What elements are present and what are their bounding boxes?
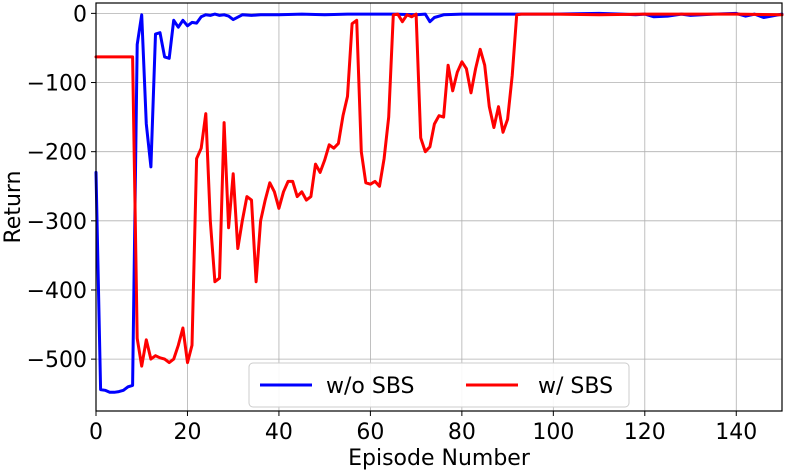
- series-lines: [94, 11, 784, 394]
- x-tick-label: 0: [89, 420, 103, 445]
- y-tick-label: −500: [27, 348, 87, 373]
- plot-background: [96, 3, 782, 411]
- x-tick-label: 80: [448, 420, 476, 445]
- y-tick-label: −300: [27, 210, 87, 235]
- x-tick-label: 60: [356, 420, 384, 445]
- x-axis-ticks: 0 20 40 60 80 100 120 140: [89, 411, 757, 445]
- x-tick-label: 100: [532, 420, 574, 445]
- x-tick-label: 40: [265, 420, 293, 445]
- legend-label-wo-sbs: w/o SBS: [326, 374, 415, 399]
- y-axis-title: Return: [1, 170, 26, 243]
- y-axis-ticks: 0 −100 −200 −300 −400 −500: [27, 2, 96, 373]
- y-tick-label: −400: [27, 279, 87, 304]
- legend-box: [248, 362, 630, 408]
- y-tick-label: 0: [73, 2, 87, 27]
- legend: w/o SBS w/ SBS: [248, 362, 630, 408]
- legend-label-w-sbs: w/ SBS: [538, 374, 613, 399]
- series-line-w-sbs: [94, 12, 784, 368]
- plot-frame: [95, 2, 783, 412]
- x-tick-label: 20: [173, 420, 201, 445]
- x-axis-title: Episode Number: [348, 446, 531, 471]
- y-tick-label: −200: [27, 141, 87, 166]
- y-tick-label: −100: [27, 72, 87, 97]
- x-tick-label: 120: [624, 420, 666, 445]
- x-tick-label: 140: [715, 420, 757, 445]
